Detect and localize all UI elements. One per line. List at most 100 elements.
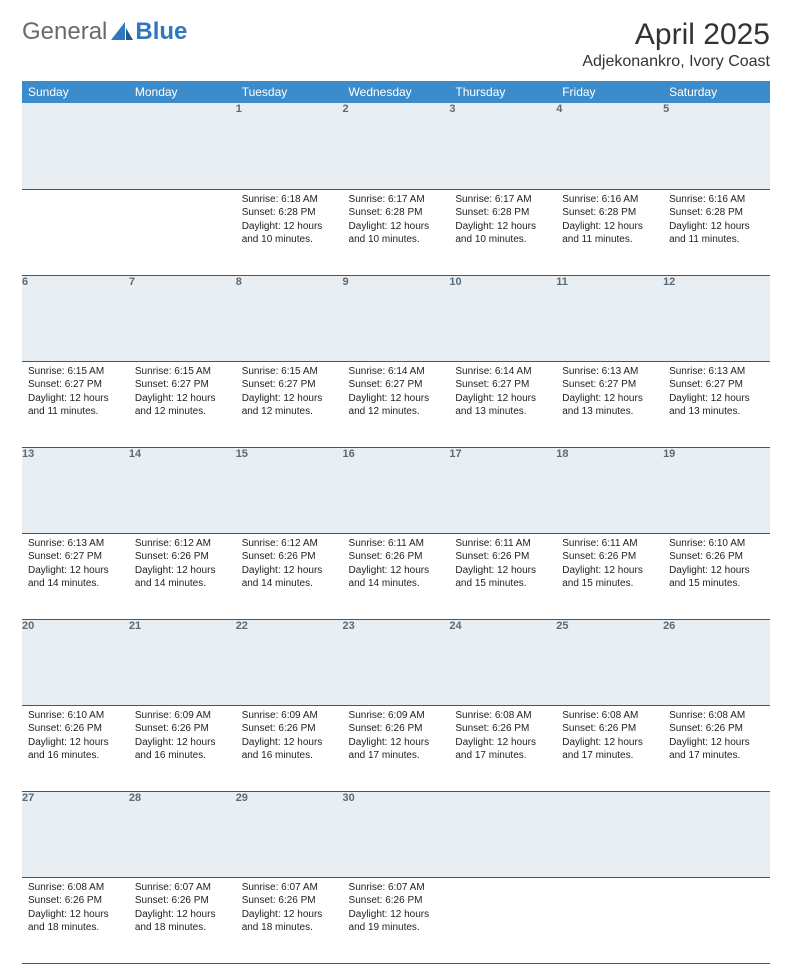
day-number-cell: 8 [236,275,343,361]
day-cell-body: Sunrise: 6:08 AMSunset: 6:26 PMDaylight:… [556,706,663,769]
day-cell-body: Sunrise: 6:07 AMSunset: 6:26 PMDaylight:… [129,878,236,941]
daynum-row: 13141516171819 [22,447,770,533]
sunset-line: Sunset: 6:27 PM [669,378,764,392]
day-cell-body: Sunrise: 6:13 AMSunset: 6:27 PMDaylight:… [556,362,663,425]
sunrise-line: Sunrise: 6:10 AM [669,537,764,551]
weekday-header: Thursday [449,81,556,103]
sunset-line: Sunset: 6:27 PM [28,550,123,564]
sunset-line: Sunset: 6:27 PM [349,378,444,392]
day-cell [449,877,556,963]
sunset-line: Sunset: 6:26 PM [349,894,444,908]
day-cell-body: Sunrise: 6:14 AMSunset: 6:27 PMDaylight:… [449,362,556,425]
weekday-header: Tuesday [236,81,343,103]
day-number-cell: 4 [556,103,663,189]
brand-part2: Blue [135,18,187,46]
daylight-line: Daylight: 12 hours and 18 minutes. [135,908,230,935]
day-number-cell: 13 [22,447,129,533]
week-row: Sunrise: 6:15 AMSunset: 6:27 PMDaylight:… [22,361,770,447]
sunrise-line: Sunrise: 6:11 AM [349,537,444,551]
day-cell-body: Sunrise: 6:09 AMSunset: 6:26 PMDaylight:… [343,706,450,769]
sunset-line: Sunset: 6:26 PM [669,722,764,736]
sunset-line: Sunset: 6:28 PM [349,206,444,220]
sunrise-line: Sunrise: 6:07 AM [349,881,444,895]
daylight-line: Daylight: 12 hours and 17 minutes. [562,736,657,763]
sunset-line: Sunset: 6:27 PM [455,378,550,392]
sunset-line: Sunset: 6:26 PM [135,722,230,736]
day-number-cell: 19 [663,447,770,533]
brand-part1: General [22,18,107,46]
sunrise-line: Sunrise: 6:16 AM [562,193,657,207]
day-number-cell [663,791,770,877]
daylight-line: Daylight: 12 hours and 13 minutes. [669,392,764,419]
sunrise-line: Sunrise: 6:08 AM [455,709,550,723]
day-cell [556,877,663,963]
header: General Blue April 2025 Adjekonankro, Iv… [22,18,770,71]
daynum-row: 20212223242526 [22,619,770,705]
day-cell: Sunrise: 6:09 AMSunset: 6:26 PMDaylight:… [236,705,343,791]
day-number-cell: 7 [129,275,236,361]
day-number-cell: 2 [343,103,450,189]
brand-logo: General Blue [22,18,187,46]
day-cell: Sunrise: 6:07 AMSunset: 6:26 PMDaylight:… [129,877,236,963]
day-cell: Sunrise: 6:08 AMSunset: 6:26 PMDaylight:… [556,705,663,791]
weekday-header: Monday [129,81,236,103]
daynum-row: 27282930 [22,791,770,877]
sunset-line: Sunset: 6:27 PM [28,378,123,392]
day-cell-body: Sunrise: 6:09 AMSunset: 6:26 PMDaylight:… [129,706,236,769]
day-cell-body: Sunrise: 6:07 AMSunset: 6:26 PMDaylight:… [343,878,450,941]
sunset-line: Sunset: 6:26 PM [242,722,337,736]
day-cell: Sunrise: 6:08 AMSunset: 6:26 PMDaylight:… [663,705,770,791]
week-row: Sunrise: 6:13 AMSunset: 6:27 PM Daylight:… [22,533,770,619]
day-number-cell [129,103,236,189]
day-cell: Sunrise: 6:14 AMSunset: 6:27 PMDaylight:… [343,361,450,447]
day-cell-body: Sunrise: 6:13 AMSunset: 6:27 PMDaylight:… [22,534,129,597]
daylight-line: Daylight: 12 hours and 14 minutes. [135,564,230,591]
day-cell-body: Sunrise: 6:07 AMSunset: 6:26 PMDaylight:… [236,878,343,941]
daylight-line: Daylight: 12 hours and 10 minutes. [349,220,444,247]
day-cell: Sunrise: 6:08 AMSunset: 6:26 PMDaylight:… [449,705,556,791]
day-cell-body: Sunrise: 6:16 AMSunset: 6:28 PMDaylight:… [663,190,770,253]
day-cell-body: Sunrise: 6:16 AMSunset: 6:28 PMDaylight:… [556,190,663,253]
day-cell: Sunrise: 6:13 AMSunset: 6:27 PMDaylight:… [663,361,770,447]
day-number-cell: 27 [22,791,129,877]
day-cell: Sunrise: 6:07 AMSunset: 6:26 PMDaylight:… [236,877,343,963]
weekday-header: Wednesday [343,81,450,103]
daylight-line: Daylight: 12 hours and 11 minutes. [562,220,657,247]
day-cell: Sunrise: 6:09 AMSunset: 6:26 PMDaylight:… [129,705,236,791]
day-number-cell: 15 [236,447,343,533]
daylight-line: Daylight: 12 hours and 18 minutes. [28,908,123,935]
sunrise-line: Sunrise: 6:18 AM [242,193,337,207]
sunrise-line: Sunrise: 6:07 AM [242,881,337,895]
day-cell-body: Sunrise: 6:17 AMSunset: 6:28 PMDaylight:… [343,190,450,253]
day-cell-body: Sunrise: 6:11 AMSunset: 6:26 PMDaylight:… [556,534,663,597]
sunrise-line: Sunrise: 6:13 AM [28,537,123,551]
day-number-cell: 16 [343,447,450,533]
week-row: Sunrise: 6:08 AMSunset: 6:26 PMDaylight:… [22,877,770,963]
sunset-line: Sunset: 6:27 PM [562,378,657,392]
day-cell: Sunrise: 6:07 AMSunset: 6:26 PMDaylight:… [343,877,450,963]
day-cell-body: Sunrise: 6:15 AMSunset: 6:27 PMDaylight:… [236,362,343,425]
daylight-line: Daylight: 12 hours and 14 minutes. [349,564,444,591]
daylight-line: Daylight: 12 hours and 17 minutes. [349,736,444,763]
daylight-line: Daylight: 12 hours and 12 minutes. [242,392,337,419]
daylight-line: Daylight: 12 hours and 13 minutes. [562,392,657,419]
day-cell-body: Sunrise: 6:15 AMSunset: 6:27 PMDaylight:… [22,362,129,425]
sunrise-line: Sunrise: 6:08 AM [28,881,123,895]
day-number-cell [556,791,663,877]
day-cell: Sunrise: 6:11 AMSunset: 6:26 PMDaylight:… [556,533,663,619]
day-cell: Sunrise: 6:16 AMSunset: 6:28 PMDaylight:… [556,189,663,275]
sunrise-line: Sunrise: 6:08 AM [562,709,657,723]
calendar-body: 12345Sunrise: 6:18 AMSunset: 6:28 PMDayl… [22,103,770,963]
day-cell-body: Sunrise: 6:10 AMSunset: 6:26 PMDaylight:… [22,706,129,769]
sunset-line: Sunset: 6:26 PM [28,894,123,908]
sunrise-line: Sunrise: 6:08 AM [669,709,764,723]
sunrise-line: Sunrise: 6:12 AM [242,537,337,551]
location-subtitle: Adjekonankro, Ivory Coast [582,53,770,71]
daylight-line: Daylight: 12 hours and 12 minutes. [349,392,444,419]
day-cell: Sunrise: 6:11 AMSunset: 6:26 PMDaylight:… [343,533,450,619]
day-number-cell: 20 [22,619,129,705]
sunrise-line: Sunrise: 6:07 AM [135,881,230,895]
day-number-cell: 9 [343,275,450,361]
sunset-line: Sunset: 6:26 PM [455,722,550,736]
day-cell-body: Sunrise: 6:09 AMSunset: 6:26 PMDaylight:… [236,706,343,769]
